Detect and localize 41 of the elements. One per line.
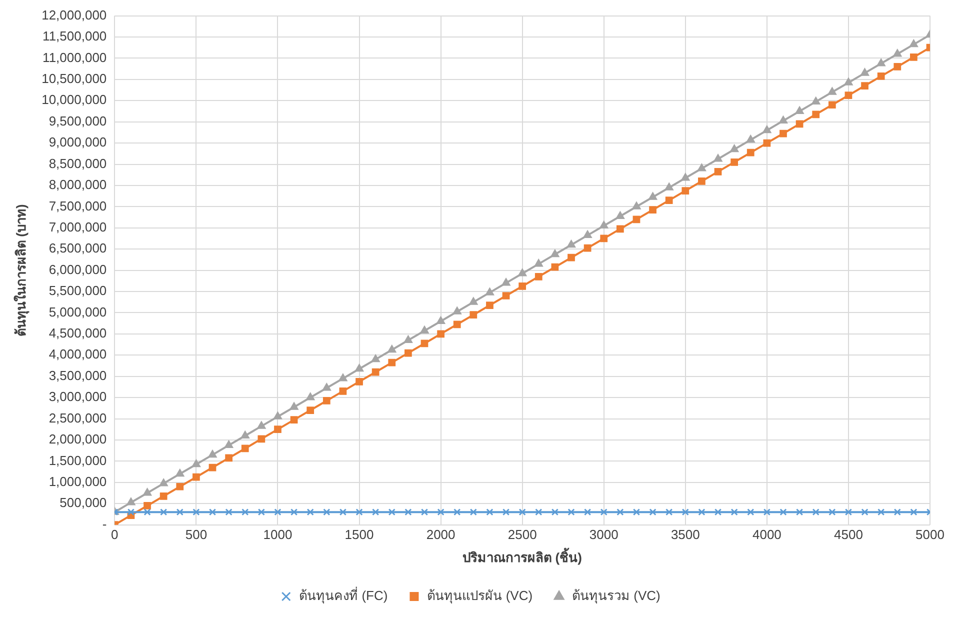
y-tick-label: 9,000,000: [48, 134, 107, 150]
y-tick-label: 2,500,000: [48, 410, 107, 426]
x-tick-label: 1500: [344, 527, 374, 542]
y-tick-label: 1,000,000: [48, 474, 107, 489]
x-tick-label: 3500: [670, 527, 700, 542]
x-tick-label: 4500: [834, 527, 863, 542]
y-tick-label: 11,000,000: [42, 50, 107, 65]
y-tick-label: 7,000,000: [48, 219, 107, 234]
legend-label: ต้นทุนคงที่ (FC): [299, 587, 388, 604]
x-tick-label: 500: [185, 527, 208, 542]
x-tick-label: 1000: [263, 527, 292, 542]
y-tick-label: -: [102, 516, 107, 532]
x-tick-label: 3000: [589, 527, 618, 542]
legend-label: ต้นทุนแปรผัน (VC): [427, 588, 533, 604]
y-tick-label: 10,000,000: [42, 92, 107, 108]
y-tick-label: 4,500,000: [48, 326, 107, 341]
x-tick-label: 4000: [752, 527, 782, 542]
y-tick-label: 5,500,000: [48, 283, 107, 298]
y-tick-label: 7,500,000: [48, 198, 107, 214]
y-tick-label: 10,500,000: [42, 71, 107, 86]
y-tick-label: 1,500,000: [48, 452, 107, 468]
y-tick-label: 5,000,000: [48, 304, 107, 320]
y-tick-label: 4,000,000: [48, 346, 107, 362]
y-tick-label: 11,500,000: [42, 28, 107, 44]
y-tick-label: 6,500,000: [48, 240, 107, 256]
y-tick-label: 8,500,000: [48, 156, 107, 171]
y-tick-label: 6,000,000: [48, 262, 107, 277]
y-tick-label: 8,000,000: [48, 177, 107, 192]
x-tick-label: 5000: [916, 527, 944, 542]
legend-label: ต้นทุนรวม (VC): [572, 588, 660, 604]
x-tick-label: 0: [111, 527, 118, 542]
x-tick-label: 2500: [508, 527, 537, 542]
y-tick-label: 500,000: [60, 495, 107, 510]
y-tick-label: 12,000,000: [42, 7, 107, 22]
y-tick-label: 2,000,000: [48, 432, 107, 447]
y-tick-label: 3,500,000: [48, 368, 107, 383]
x-tick-label: 2000: [426, 527, 456, 542]
y-tick-label: 3,000,000: [48, 389, 107, 404]
y-axis-title: ต้นทุนในการผลิต (บาท): [12, 204, 30, 336]
y-tick-label: 9,500,000: [48, 113, 107, 128]
x-axis-title: ปริมาณการผลิต (ชิ้น): [462, 546, 582, 565]
